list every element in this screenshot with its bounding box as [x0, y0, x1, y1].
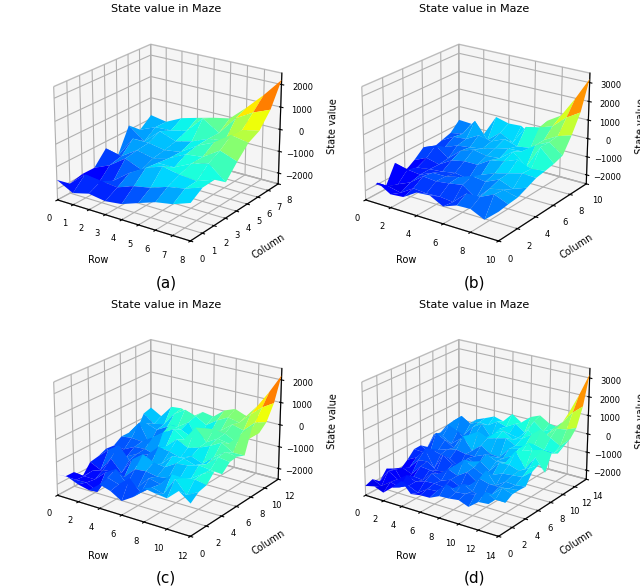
Text: (c): (c)	[156, 570, 176, 586]
Y-axis label: Column: Column	[250, 232, 287, 261]
X-axis label: Row: Row	[396, 551, 417, 561]
Title: State value in Maze: State value in Maze	[111, 299, 221, 309]
Y-axis label: Column: Column	[558, 232, 595, 261]
Title: State value in Maze: State value in Maze	[419, 4, 529, 14]
Text: (d): (d)	[463, 570, 484, 586]
Text: (b): (b)	[463, 275, 484, 290]
Y-axis label: Column: Column	[250, 528, 287, 556]
Title: State value in Maze: State value in Maze	[111, 4, 221, 14]
Text: (a): (a)	[156, 275, 177, 290]
X-axis label: Row: Row	[396, 255, 417, 265]
X-axis label: Row: Row	[88, 255, 109, 265]
Title: State value in Maze: State value in Maze	[419, 299, 529, 309]
X-axis label: Row: Row	[88, 551, 109, 561]
Y-axis label: Column: Column	[558, 528, 595, 556]
